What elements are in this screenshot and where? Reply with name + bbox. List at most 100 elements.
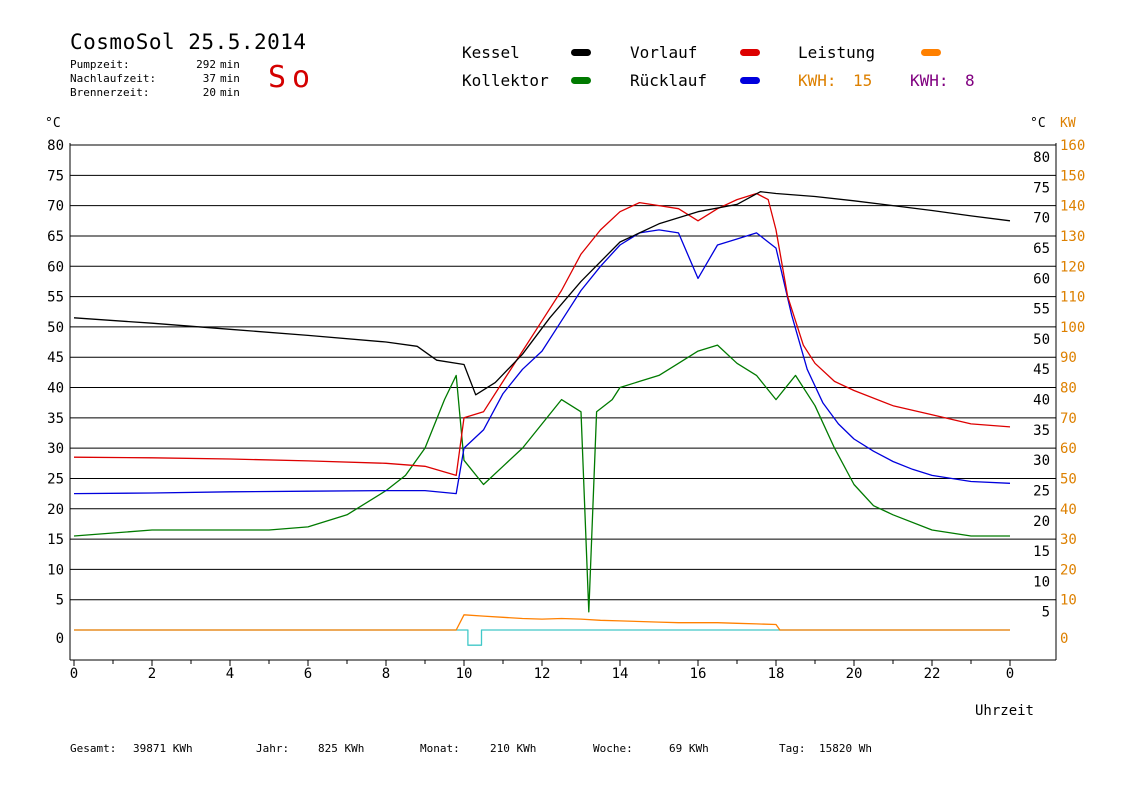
- footer-woche-value: 69 KWh: [669, 742, 709, 755]
- footer-monat-value: 210 KWh: [490, 742, 537, 755]
- y-right2-tick-label: 110: [1060, 290, 1085, 306]
- x-tick-label: 18: [768, 666, 785, 682]
- footer-jahr-value: 825 KWh: [318, 742, 365, 755]
- y-left-tick-label: 30: [47, 441, 64, 457]
- y-right-tick-label: 40: [1033, 393, 1050, 409]
- y-right-unit: °C: [1030, 116, 1046, 131]
- series-line-kollektor: [73, 344, 1010, 613]
- y-right-tick-label: 50: [1033, 332, 1050, 348]
- pumpzeit-unit: min: [220, 58, 240, 71]
- y-right2-tick-label: 150: [1060, 168, 1085, 184]
- footer-tag-label: Tag:: [779, 742, 806, 755]
- legend-vorlauf-swatch: [740, 49, 760, 56]
- y-left-tick-label: 35: [47, 411, 64, 427]
- y-left-tick-label: 65: [47, 229, 64, 245]
- pumpzeit-value: 292: [196, 58, 216, 71]
- legend-vorlauf-label: Vorlauf: [630, 43, 698, 62]
- y-right2-tick-label: 80: [1060, 381, 1077, 397]
- series-line-kessel: [73, 191, 1011, 396]
- series-line-kollektor-pumpe: [74, 629, 1010, 646]
- nachlaufzeit-value: 37: [202, 72, 216, 85]
- x-tick-label: 10: [456, 666, 473, 682]
- y-left-tick-label: 10: [47, 562, 64, 578]
- footer-gesamt-value: 39871 KWh: [133, 742, 193, 755]
- y-right2-unit: KW: [1060, 116, 1076, 131]
- nachlaufzeit-label: Nachlaufzeit:: [70, 72, 157, 85]
- legend-leistung-label: Leistung: [798, 43, 876, 62]
- x-tick-label: 20: [846, 666, 863, 682]
- y-right-tick-label: 70: [1033, 211, 1050, 227]
- legend-ruecklauf-swatch: [740, 77, 760, 84]
- x-tick-label: 14: [612, 666, 629, 682]
- y-right-tick-label: 65: [1033, 241, 1050, 257]
- legend-kwh1-value: 15: [853, 71, 873, 90]
- y-right2-tick-label: 70: [1060, 411, 1077, 427]
- y-left-tick-label: 80: [47, 138, 64, 154]
- y-left-tick-label: 75: [47, 168, 64, 184]
- y-right2-tick-label: 130: [1060, 229, 1085, 245]
- y-right-tick-label: 35: [1033, 423, 1050, 439]
- x-tick-label: 16: [690, 666, 707, 682]
- legend-kessel-label: Kessel: [462, 43, 520, 62]
- y-left-tick-label: 70: [47, 199, 64, 215]
- footer-woche-label: Woche:: [593, 742, 633, 755]
- y-left-tick-label: 0: [56, 631, 64, 647]
- y-right2-tick-label: 160: [1060, 138, 1085, 154]
- y-left-tick-label: 5: [56, 593, 64, 609]
- y-right-tick-label: 10: [1033, 574, 1050, 590]
- legend-kollektor-swatch: [571, 77, 591, 84]
- footer-tag-value: 15820 Wh: [819, 742, 872, 755]
- y-left-tick-label: 50: [47, 320, 64, 336]
- y-right2-tick-label: 10: [1060, 593, 1077, 609]
- x-tick-label: 6: [304, 666, 312, 682]
- legend-kessel-swatch: [571, 49, 591, 56]
- y-left-tick-label: 20: [47, 502, 64, 518]
- y-left-tick-label: 40: [47, 381, 64, 397]
- x-tick-label: 22: [924, 666, 941, 682]
- y-right2-tick-label: 140: [1060, 199, 1085, 215]
- y-right-tick-label: 5: [1042, 605, 1050, 621]
- y-left-tick-label: 55: [47, 290, 64, 306]
- y-right2-tick-label: 90: [1060, 350, 1077, 366]
- x-tick-label: 12: [534, 666, 551, 682]
- y-right-tick-label: 55: [1033, 302, 1050, 318]
- y-right-tick-label: 20: [1033, 514, 1050, 530]
- legend-kwh2-value: 8: [965, 71, 975, 90]
- legend-leistung-swatch: [921, 49, 941, 56]
- y-right2-tick-label: 60: [1060, 441, 1077, 457]
- series-line-r-cklauf: [73, 229, 1011, 495]
- y-right2-tick-label: 20: [1060, 562, 1077, 578]
- footer-jahr-label: Jahr:: [256, 742, 290, 755]
- x-tick-label: 0: [1006, 666, 1014, 682]
- x-tick-label: 4: [226, 666, 234, 682]
- brennerzeit-label: Brennerzeit:: [70, 86, 150, 99]
- y-right-tick-label: 30: [1033, 453, 1050, 469]
- y-left-tick-label: 15: [47, 532, 64, 548]
- series-line-leistung: [74, 614, 1010, 631]
- legend-kwh2-label: KWH:: [910, 71, 949, 90]
- y-left-unit: °C: [45, 116, 61, 131]
- legend-kwh1-label: KWH:: [798, 71, 837, 90]
- y-right-tick-label: 75: [1033, 180, 1050, 196]
- series-line-vorlauf: [73, 192, 1011, 477]
- brennerzeit-value: 20: [202, 86, 216, 99]
- x-tick-label: 0: [70, 666, 78, 682]
- y-left-tick-label: 25: [47, 471, 64, 487]
- brennerzeit-unit: min: [220, 86, 240, 99]
- y-right-tick-label: 80: [1033, 150, 1050, 166]
- legend-ruecklauf-label: Rücklauf: [630, 71, 708, 90]
- y-right2-tick-label: 100: [1060, 320, 1085, 336]
- x-tick-label: 8: [382, 666, 390, 682]
- x-axis-title: Uhrzeit: [975, 703, 1034, 719]
- footer-gesamt-label: Gesamt:: [70, 742, 117, 755]
- nachlaufzeit-unit: min: [220, 72, 240, 85]
- y-right-tick-label: 25: [1033, 483, 1050, 499]
- y-right2-tick-label: 40: [1060, 502, 1077, 518]
- x-tick-label: 2: [148, 666, 156, 682]
- legend-kollektor-label: Kollektor: [462, 71, 549, 90]
- y-right2-tick-label: 0: [1060, 631, 1068, 647]
- y-right-tick-label: 15: [1033, 544, 1050, 560]
- y-right2-tick-label: 50: [1060, 471, 1077, 487]
- y-right-tick-label: 45: [1033, 362, 1050, 378]
